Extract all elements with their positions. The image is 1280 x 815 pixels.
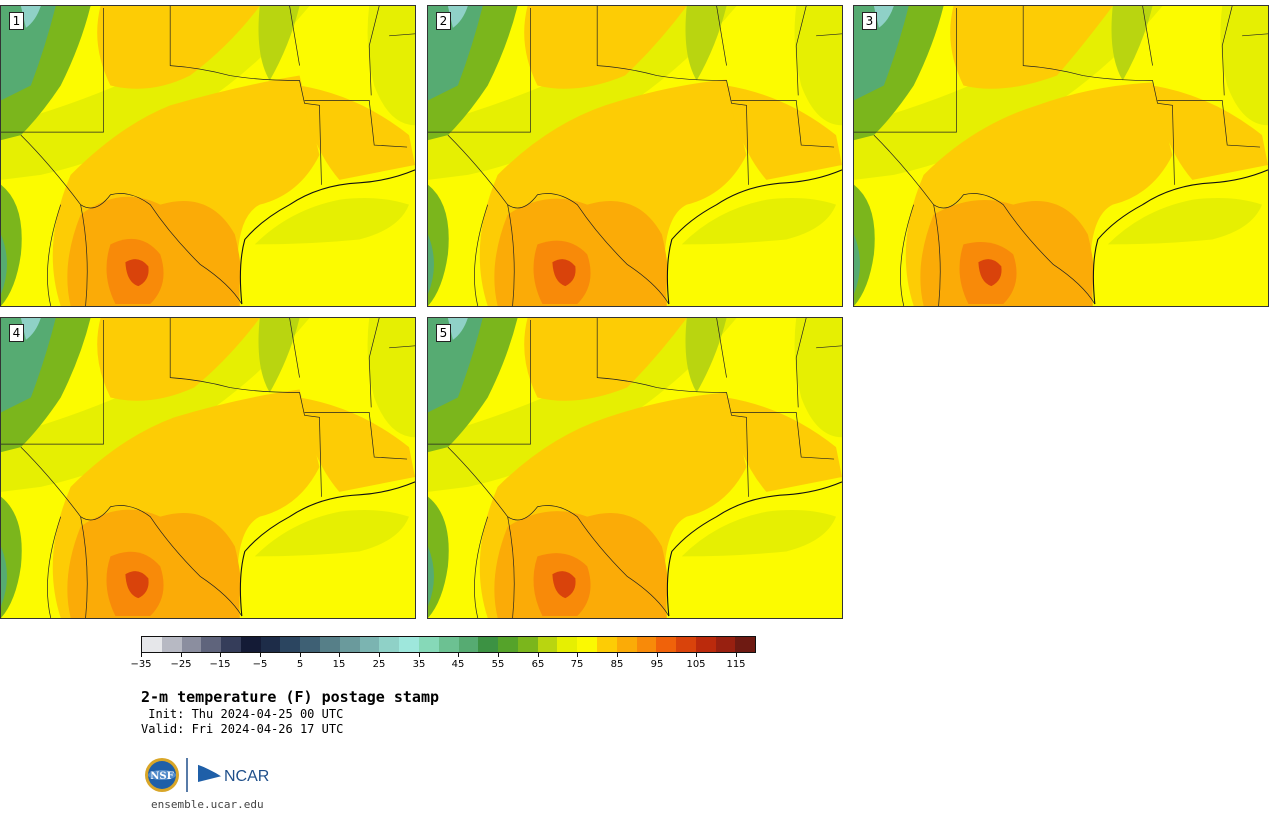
ncar-logo: NCAR [197,763,269,785]
colorbar-tick [419,653,420,657]
colorbar-tick-label: 15 [332,659,346,670]
ensemble-member-panel-1: 1 [0,5,416,307]
ensemble-member-panel-4: 4 [0,317,416,619]
colorbar-tick [696,653,697,657]
colorbar-tick [577,653,578,657]
colorbar-tick-label: −25 [170,659,192,670]
colorbar-tick-label: −35 [130,659,152,670]
plot-title: 2-m temperature (F) postage stamp [141,688,440,706]
sponsor-logos: NSF NCAR [144,756,274,794]
colorbar-swatch [557,637,578,652]
colorbar-tick [736,653,737,657]
colorbar-tick-label: 25 [372,659,386,670]
colorbar-swatch [438,637,459,652]
colorbar-swatch [339,637,360,652]
colorbar-swatch [399,637,419,652]
colorbar-tick-label: 5 [296,659,304,670]
panel-number: 5 [436,324,451,342]
colorbar-swatch [517,637,538,652]
colorbar-tick-label: 105 [686,659,706,670]
colorbar-swatch [735,637,756,652]
colorbar-swatch [240,637,261,652]
colorbar-tick [220,653,221,657]
temperature-map [428,318,842,618]
colorbar-swatch [161,637,182,652]
ncar-logo-text: NCAR [224,768,269,785]
ensemble-member-panel-5: 5 [427,317,843,619]
colorbar-swatch [577,637,597,652]
colorbar-tick [339,653,340,657]
ensemble-member-panel-2: 2 [427,5,843,307]
colorbar-swatch [458,637,479,652]
ensemble-member-panel-3: 3 [853,5,1269,307]
colorbar-swatch [181,637,202,652]
colorbar-swatch [616,637,637,652]
colorbar-swatch [201,637,222,652]
colorbar-swatch [320,637,340,652]
colorbar-tick-label: 35 [412,659,426,670]
colorbar-swatch [676,637,696,652]
nsf-logo: NSF [145,758,179,792]
colorbar-tick-label: 115 [726,659,746,670]
colorbar-swatch [695,637,716,652]
colorbar-tick-label: 45 [451,659,465,670]
colorbar-swatch [142,637,162,652]
colorbar-tick-label: −15 [209,659,231,670]
panel-number: 4 [9,324,24,342]
colorbar-swatch [656,637,677,652]
colorbar-tick [498,653,499,657]
init-time: Init: Thu 2024-04-25 00 UTC [141,707,344,721]
colorbar-tick [657,653,658,657]
colorbar-ticks: −35 −25 −15 −5 5 15 25 35 45 55 65 75 85 95 105 115 [130,653,756,673]
colorbar-swatch [260,637,281,652]
temperature-map [1,6,415,306]
colorbar-tick-label: 75 [570,659,584,670]
colorbar-tick-label: 65 [531,659,545,670]
colorbar-tick-label: 85 [610,659,624,670]
colorbar-tick-label: 55 [491,659,505,670]
valid-time: Valid: Fri 2024-04-26 17 UTC [141,722,344,736]
colorbar-tick [379,653,380,657]
colorbar-swatch [498,637,518,652]
colorbar-tick [617,653,618,657]
colorbar-tick-label: 95 [650,659,664,670]
colorbar-swatch [636,637,657,652]
colorbar-swatch [478,637,499,652]
colorbar-swatch [596,637,617,652]
colorbar-swatch [418,637,439,652]
temperature-map [854,6,1268,306]
website-url: ensemble.ucar.edu [151,798,264,811]
colorbar-tick [300,653,301,657]
colorbar-tick [141,653,142,657]
colorbar-swatch [359,637,380,652]
panel-number: 2 [436,12,451,30]
temperature-map [1,318,415,618]
colorbar-swatch [221,637,241,652]
colorbar-swatch [280,637,301,652]
colorbar-tick [260,653,261,657]
colorbar-tick [181,653,182,657]
colorbar-swatch [300,637,321,652]
temperature-colorbar [141,636,756,653]
colorbar-tick-label: −5 [252,659,268,670]
colorbar-swatch [379,637,400,652]
panel-number: 1 [9,12,24,30]
temperature-map [428,6,842,306]
colorbar-tick [538,653,539,657]
nsf-logo-text: NSF [150,771,173,782]
colorbar-tick [458,653,459,657]
panel-number: 3 [862,12,877,30]
colorbar-swatch [537,637,558,652]
colorbar-swatch [715,637,736,652]
